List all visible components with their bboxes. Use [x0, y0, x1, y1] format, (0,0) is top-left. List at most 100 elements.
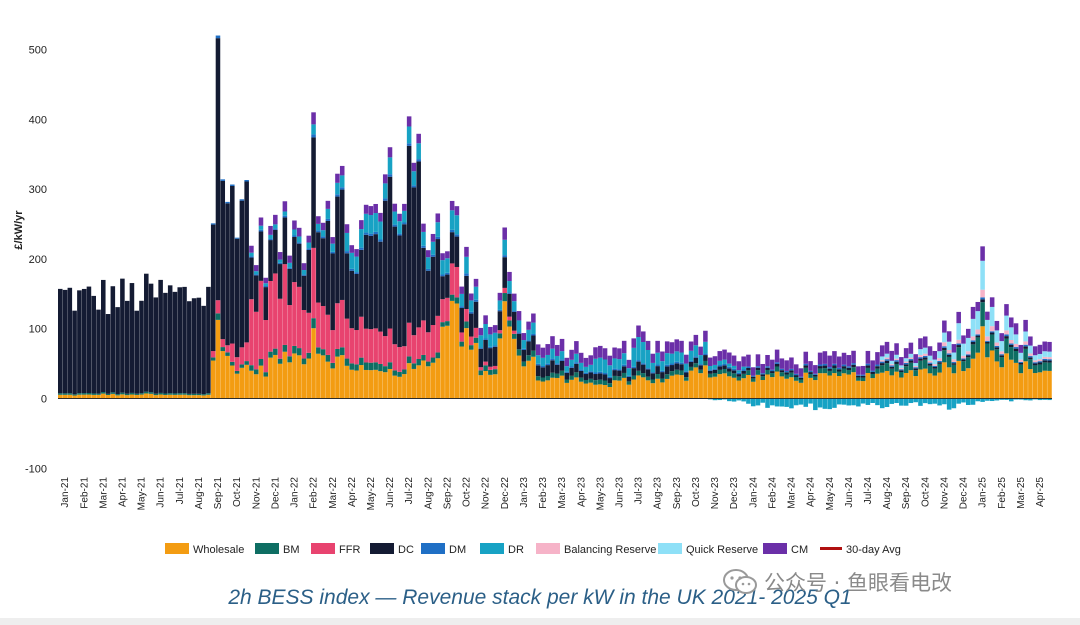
bar-segment-bm	[937, 363, 942, 373]
bar-segment-balancing-reserve	[961, 355, 966, 359]
bar-segment-balancing-reserve	[1028, 353, 1033, 357]
bar-segment-cm	[1023, 319, 1028, 332]
bar-segment-dr-negative	[937, 398, 942, 406]
bar-segment-ffr	[234, 357, 240, 371]
bar-segment-dc	[679, 364, 684, 371]
bar-segment-cm	[306, 235, 312, 243]
bar-segment-balancing-reserve	[1004, 330, 1009, 335]
bar-segment-cm	[922, 336, 928, 348]
bar-segment-dr-negative	[889, 398, 895, 404]
bar-segment-dc	[951, 363, 957, 365]
bar-segment-bm	[970, 344, 976, 359]
bar-segment-dr	[445, 258, 450, 273]
bar-segment-bm	[679, 370, 684, 376]
bar-segment-bm	[378, 363, 383, 372]
bar-segment-dm	[922, 355, 928, 358]
bar-segment-cm	[363, 204, 369, 214]
bar-segment-dr-negative	[793, 398, 799, 406]
bar-segment-bm	[870, 373, 875, 379]
bar-segment-wholesale	[421, 360, 426, 399]
bar-segment-cm	[894, 343, 899, 355]
bar-segment-dc	[91, 295, 96, 394]
legend-label: Quick Reserve	[686, 544, 758, 556]
bar-segment-wholesale	[210, 360, 216, 399]
legend-label: 30-day Avg	[846, 544, 901, 556]
bar-segment-dm	[531, 333, 536, 336]
bar-segment-dm	[268, 238, 273, 241]
bar-segment-cm	[483, 315, 488, 325]
bar-segment-dc	[827, 368, 832, 371]
bar-segment-cm	[975, 301, 981, 312]
bar-segment-bm	[598, 379, 603, 385]
bar-segment-bm	[177, 393, 183, 395]
bar-segment-dr-negative	[1047, 398, 1052, 401]
bar-segment-dm	[889, 365, 895, 367]
bar-segment-ffr	[497, 330, 503, 334]
bar-segment-bm	[641, 373, 646, 378]
bar-segment-wholesale	[373, 369, 378, 399]
bar-segment-cm	[402, 203, 407, 211]
bar-segment-balancing-reserve	[951, 359, 957, 363]
bar-segment-wholesale	[124, 395, 130, 399]
bar-segment-dc	[1042, 360, 1047, 363]
bar-segment-dr	[378, 221, 383, 240]
bar-segment-dm	[478, 347, 484, 349]
bar-segment-ffr	[349, 328, 355, 364]
bar-segment-dr	[421, 231, 426, 246]
bar-segment-dr-negative	[803, 398, 809, 407]
bar-segment-wholesale	[306, 358, 312, 399]
bar-segment-wholesale	[1018, 373, 1024, 399]
bar-segment-dc	[626, 376, 632, 382]
bar-segment-ffr	[220, 339, 226, 348]
x-tick-label: Jul-21	[175, 477, 186, 505]
x-tick-label: Sep-23	[672, 477, 683, 510]
bar-segment-bm	[339, 347, 345, 356]
legend-item-balancing-reserve: Balancing Reserve	[536, 543, 656, 556]
bar-segment-bm	[392, 370, 398, 376]
bar-segment-dc	[158, 279, 163, 393]
bar-segment-wholesale	[220, 351, 226, 399]
bar-segment-bm	[750, 378, 756, 382]
bar-segment-dc	[865, 365, 871, 368]
bar-segment-cm	[258, 217, 264, 226]
bar-segment-cm	[249, 245, 254, 253]
bar-segment-dr-negative	[851, 398, 856, 406]
bar-segment-ffr	[449, 263, 455, 295]
bar-segment-dc	[296, 243, 302, 287]
bar-segment-wholesale	[679, 375, 684, 399]
bar-segment-dm	[564, 371, 570, 373]
bar-segment-bm	[583, 379, 589, 384]
bar-segment-bm	[636, 370, 641, 376]
bar-segment-bm	[899, 371, 904, 378]
bar-segment-cm	[774, 349, 780, 363]
bar-segment-wholesale	[889, 375, 895, 399]
bar-segment-wholesale	[856, 380, 861, 399]
bar-segment-wholesale	[559, 375, 565, 399]
bar-segment-bm	[832, 368, 837, 374]
bar-segment-cm	[574, 341, 579, 354]
bar-segment-bm	[148, 392, 154, 394]
bar-segment-ffr	[273, 273, 278, 349]
bar-segment-ffr	[402, 346, 407, 370]
bar-segment-bm	[951, 364, 957, 374]
bar-segment-balancing-reserve	[1013, 343, 1019, 348]
x-tick-label: May-21	[137, 477, 148, 511]
bar-segment-dr	[468, 300, 474, 312]
bar-segment-dc	[612, 370, 617, 376]
bar-segment-bm	[454, 297, 460, 304]
bar-segment-bm	[301, 358, 307, 365]
bar-segment-dc	[430, 256, 436, 326]
bar-segment-wholesale	[483, 371, 488, 399]
bar-segment-bm	[817, 368, 823, 374]
bar-segment-dm	[440, 274, 445, 277]
bar-segment-dr	[249, 252, 254, 257]
bar-segment-cm	[617, 348, 622, 360]
bar-segment-dc	[927, 363, 933, 366]
bar-segment-dr	[497, 300, 503, 310]
bar-segment-ffr	[258, 280, 264, 359]
bar-segment-dc	[454, 236, 460, 267]
bar-segment-wholesale	[770, 377, 775, 399]
bar-segment-cm	[287, 255, 292, 263]
bar-segment-cm	[731, 355, 737, 366]
x-tick-label: Dec-23	[729, 477, 740, 510]
